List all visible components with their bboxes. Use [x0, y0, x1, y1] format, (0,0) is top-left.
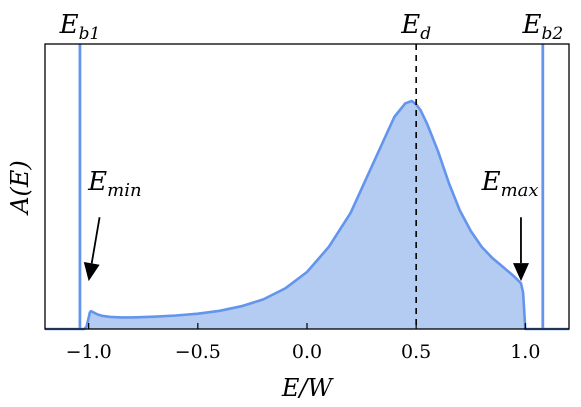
- x-tick-label: −0.5: [175, 341, 221, 363]
- spectral-area-fill: [45, 101, 569, 329]
- vertical-line-labels: Eb1 Eb2 Ed: [59, 10, 564, 44]
- x-tick-label: 0.5: [401, 341, 431, 363]
- annotations: Emin Emax: [83, 167, 539, 282]
- annotation-Emax: Emax: [481, 167, 539, 201]
- x-tick-label: −1.0: [66, 341, 112, 363]
- annotation-Emin: Emin: [87, 167, 141, 201]
- label-Eb1: Eb1: [59, 10, 101, 44]
- spectral-curve-line: [45, 99, 569, 331]
- x-axis-label: E/W: [281, 374, 335, 402]
- x-tick-label: 1.0: [510, 341, 540, 363]
- plot-area: [45, 44, 569, 331]
- x-axis: −1.0 −0.5 0.0 0.5 1.0: [66, 323, 540, 363]
- label-Ed: Ed: [400, 10, 431, 44]
- arrow-Emax-head: [513, 263, 529, 282]
- arrow-Emin-shaft: [90, 217, 101, 264]
- arrow-Emin-head: [83, 262, 100, 282]
- x-tick-label: 0.0: [292, 341, 322, 363]
- y-axis-label: A(E): [6, 160, 34, 216]
- label-Eb2: Eb2: [521, 10, 563, 44]
